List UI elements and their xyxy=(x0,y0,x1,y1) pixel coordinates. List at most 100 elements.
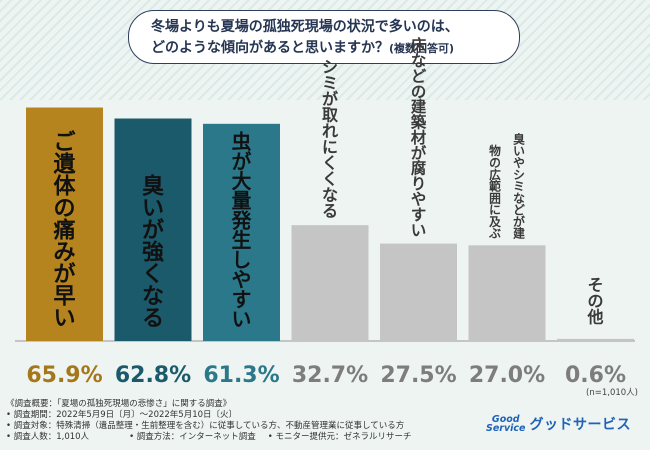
category-label-2-char: い xyxy=(142,197,164,222)
category-label-5-char: 建 xyxy=(411,98,427,116)
survey-people: • 調査人数：1,010人 xyxy=(6,432,90,442)
category-label-6-char: 範 xyxy=(489,180,501,194)
category-label-5-char: の xyxy=(411,83,426,101)
value-label-1: 65.9% xyxy=(26,363,102,388)
category-label-6-char: や xyxy=(513,156,525,170)
category-label-2-char: る xyxy=(142,307,164,332)
category-label-1-char: 早 xyxy=(53,285,75,310)
bar-1 xyxy=(26,107,103,341)
category-label-4-char: く xyxy=(322,170,338,189)
survey-period: • 調査期間：2022年5月9日〔月〕～2022年5月10日〔火〕 xyxy=(6,410,238,420)
bar-2 xyxy=(114,118,192,341)
category-label-3-char: が xyxy=(232,150,252,173)
category-label-2-char: が xyxy=(142,218,164,244)
category-label-5-char: 腐 xyxy=(411,159,426,178)
logo-mark-line-2: Service xyxy=(486,423,526,434)
category-label-1-char: ご xyxy=(53,130,75,156)
category-label-3-char: い xyxy=(232,308,252,331)
bar-7 xyxy=(557,338,634,341)
category-label-3-char: 虫 xyxy=(232,131,252,154)
logo-name: グッドサービス xyxy=(529,417,631,433)
category-label-6-char: ミ xyxy=(513,180,525,194)
category-label-4-char: に xyxy=(322,138,338,157)
question-text: どのような傾向があると思いますか？ xyxy=(151,40,389,56)
category-label-3-char: や xyxy=(232,269,252,292)
category-label-3-char: 生 xyxy=(232,229,252,252)
category-label-5-char: な xyxy=(411,52,426,70)
category-label-6-char: ぶ xyxy=(488,227,501,241)
category-label-6-char: 囲 xyxy=(489,191,501,205)
category-label-5-char: り xyxy=(411,175,426,193)
survey-overview: 《調査概要：「夏場の孤独死現場の悲惨さ」に関する調査》 xyxy=(6,399,232,409)
category-label-7-char: そ xyxy=(587,275,603,294)
category-label-6-char: い xyxy=(513,144,525,158)
category-label-4-char: シ xyxy=(322,58,338,77)
category-label-5-char: ど xyxy=(411,67,427,85)
value-label-4: 32.7% xyxy=(292,363,368,388)
category-label-2-char: 臭 xyxy=(142,174,164,200)
category-label-3-char: す xyxy=(232,288,252,311)
category-label-7-char: の xyxy=(587,291,603,310)
category-label-6-char: 物 xyxy=(489,144,501,158)
category-label-2-char: 強 xyxy=(142,240,164,266)
value-label-3: 61.3% xyxy=(203,363,279,388)
sample-size-note: (n=1,010人) xyxy=(586,388,638,398)
category-label-6-char: 建 xyxy=(512,227,525,241)
survey-provider: • モニター提供元：ゼネラルリサーチ xyxy=(267,432,412,442)
category-label-5-char: 築 xyxy=(410,113,427,132)
category-label-5-char: い xyxy=(411,221,426,239)
category-label-6-char: 臭 xyxy=(513,132,525,146)
category-label-6-char: が xyxy=(513,215,525,229)
bar-5 xyxy=(380,243,457,341)
category-label-4-char: く xyxy=(322,154,338,173)
question-line-1: 冬場よりも夏場の孤独死現場の状況で多いのは、 xyxy=(151,19,459,35)
category-label-6-char: ど xyxy=(513,203,525,217)
question-note: (複数回答可) xyxy=(389,42,455,55)
value-label-5: 27.5% xyxy=(380,363,456,388)
category-label-1-char: み xyxy=(53,241,75,266)
question-box: 冬場よりも夏場の孤独死現場の状況で多いのは、 どのような傾向があると思いますか？… xyxy=(128,10,520,64)
category-label-4-char: れ xyxy=(322,122,338,141)
category-label-5-char: 材 xyxy=(411,128,427,147)
category-label-4-char: 取 xyxy=(322,106,338,125)
category-label-6-char: に xyxy=(489,203,501,217)
category-label-1-char: い xyxy=(53,307,75,332)
category-label-6-char: な xyxy=(513,191,525,205)
category-label-4-char: が xyxy=(322,90,338,109)
category-label-3-char: 量 xyxy=(232,190,252,213)
category-label-7: その他 xyxy=(586,275,603,326)
category-label-4-char: る xyxy=(322,202,338,221)
category-label-7-char: 他 xyxy=(586,307,603,326)
bar-6 xyxy=(468,245,546,341)
category-label-1-char: が xyxy=(53,262,75,288)
category-label-5-char: や xyxy=(411,190,426,208)
brand-logo: Good Service グッドサービス xyxy=(486,412,631,436)
category-label-6-char: シ xyxy=(513,168,525,182)
category-label-1-char: 遺 xyxy=(53,153,76,178)
survey-target: • 調査対象：特殊清掃（遺品整理・生前整理を含む）に従事している方、不動産管理業… xyxy=(6,421,405,431)
survey-method: • 調査方法：インターネット調査 xyxy=(129,432,256,442)
category-label-5-char: 床 xyxy=(411,36,427,55)
survey-row-4: • 調査人数：1,010人 • 調査方法：インターネット調査 • モニター提供元：ゼ… xyxy=(6,432,476,443)
survey-footer: 《調査概要：「夏場の孤独死現場の悲惨さ」に関する調査》 • 調査期間：2022年… xyxy=(6,399,476,443)
category-label-6-char: 及 xyxy=(489,215,501,229)
category-label-3-char: 発 xyxy=(231,209,252,232)
category-label-2-char: な xyxy=(142,285,164,310)
bar-4 xyxy=(291,225,369,341)
value-label-7: 0.6% xyxy=(565,363,626,388)
category-label-5-char: が xyxy=(411,143,427,162)
category-label-4-char: ミ xyxy=(322,74,338,93)
category-label-6-char: 広 xyxy=(489,168,501,182)
category-label-1-char: 体 xyxy=(53,175,76,200)
value-label-6: 27.0% xyxy=(469,363,545,388)
category-label-5-char: す xyxy=(411,206,426,224)
logo-mark-line-1: Good xyxy=(491,414,520,425)
category-label-3-char: 大 xyxy=(232,170,252,193)
value-label-2: 62.8% xyxy=(115,363,191,388)
category-label-1-char: 痛 xyxy=(53,218,75,244)
